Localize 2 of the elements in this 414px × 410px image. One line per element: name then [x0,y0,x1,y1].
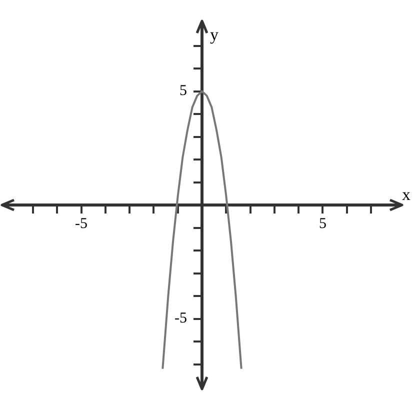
x-axis-title: x [402,184,411,204]
y-axis-title: y [210,24,219,44]
